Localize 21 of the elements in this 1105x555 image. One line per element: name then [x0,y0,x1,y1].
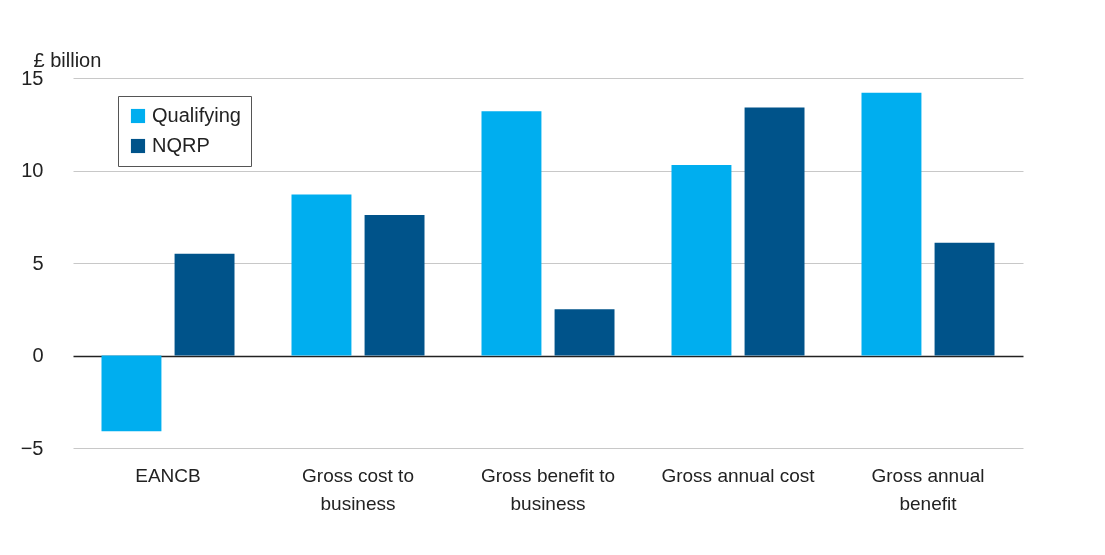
y-tick-label: 0 [32,344,44,366]
bar [861,92,922,356]
y-tick-label: 10 [21,159,44,181]
bar [101,355,162,432]
x-tick-label: Gross benefit to business [480,464,616,514]
legend-label: Qualifying [152,104,241,126]
bar [481,111,542,356]
y-tick-label: −5 [20,436,44,459]
x-tick-label: Gross annual benefit [871,464,985,514]
bar [934,242,995,356]
x-tick-label: Gross annual cost [661,464,816,486]
x-tick-label: EANCB [135,464,201,486]
legend-label: NQRP [152,134,210,156]
bar [671,164,732,356]
bar [744,107,805,356]
y-tick-label: 5 [32,251,44,274]
bar [291,194,352,356]
bar [364,214,425,356]
bar [554,309,615,356]
bar [174,253,235,356]
x-tick-label: Gross cost to business [302,464,414,514]
